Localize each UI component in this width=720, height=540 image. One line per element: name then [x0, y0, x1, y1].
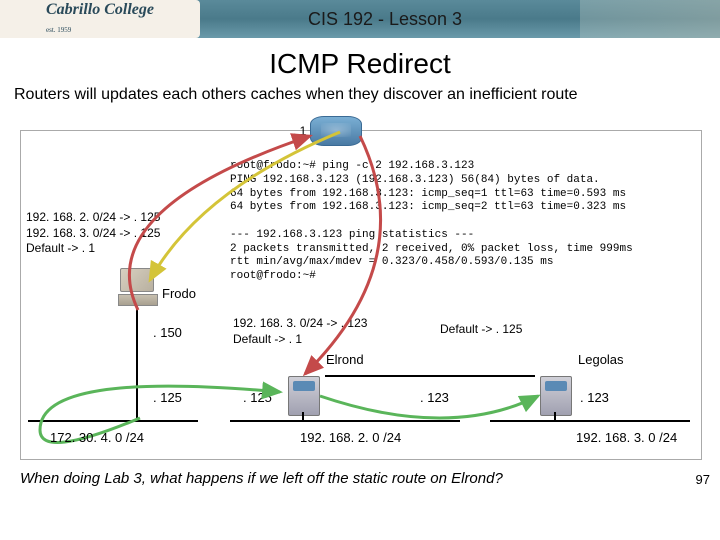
slide-title: ICMP Redirect	[0, 48, 720, 80]
intro-paragraph: Routers will updates each others caches …	[14, 86, 706, 104]
frodo-drop	[136, 306, 138, 420]
legolas-routing-table: Default -> . 125	[440, 322, 522, 338]
banner-decoration	[580, 0, 720, 38]
slide-number: 97	[696, 472, 710, 487]
frodo-ip-150: . 150	[153, 325, 182, 340]
footer-question: When doing Lab 3, what happens if we lef…	[20, 470, 503, 487]
legolas-drop	[554, 412, 556, 420]
net2-label: 192. 168. 2. 0 /24	[300, 430, 401, 445]
router-icon	[310, 116, 362, 146]
net2-line	[230, 420, 460, 422]
elrond-routing-table: 192. 168. 3. 0/24 -> . 123 Default -> . …	[233, 316, 367, 347]
server-elrond-icon	[288, 376, 320, 416]
frodo-label: Frodo	[162, 286, 196, 301]
elrond-ip-125: . 125	[243, 390, 272, 405]
terminal-output: root@frodo:~# ping -c 2 192.168.3.123 PI…	[230, 160, 690, 284]
net3-line	[490, 420, 690, 422]
router-ip-label: . 1	[293, 124, 306, 138]
net3-label: 192. 168. 3. 0 /24	[576, 430, 677, 445]
elrond-ip-123: . 123	[420, 390, 449, 405]
pc-frodo-icon	[118, 268, 156, 304]
legolas-ip-123: . 123	[580, 390, 609, 405]
server-legolas-icon	[540, 376, 572, 416]
logo-subtext: est. 1959	[46, 26, 71, 34]
header-banner: Cabrillo College est. 1959 CIS 192 - Les…	[0, 0, 720, 38]
net1-label: 172. 30. 4. 0 /24	[50, 430, 144, 445]
elrond-drop-left	[302, 412, 304, 420]
legolas-label: Legolas	[578, 352, 624, 367]
elrond-label: Elrond	[326, 352, 364, 367]
net1-line	[28, 420, 198, 422]
college-logo: Cabrillo College est. 1959	[0, 0, 200, 38]
network-diagram: . 1 root@frodo:~# ping -c 2 192.168.3.12…	[0, 130, 720, 500]
elrond-legolas-link	[325, 375, 535, 377]
logo-text: Cabrillo College	[46, 1, 154, 18]
frodo-ip-125: . 125	[153, 390, 182, 405]
frodo-routing-table: 192. 168. 2. 0/24 -> . 125 192. 168. 3. …	[26, 210, 160, 257]
